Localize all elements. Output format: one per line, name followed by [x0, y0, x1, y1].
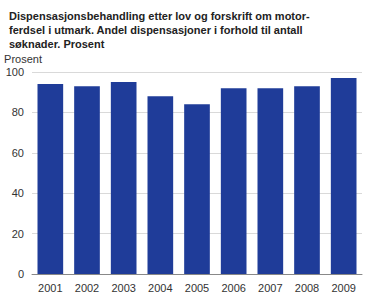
svg-text:Prosent: Prosent	[4, 53, 42, 65]
svg-text:2002: 2002	[75, 282, 99, 294]
svg-text:2005: 2005	[185, 282, 209, 294]
svg-text:60: 60	[12, 147, 24, 159]
svg-text:100: 100	[6, 66, 24, 78]
svg-text:40: 40	[12, 187, 24, 199]
svg-text:2001: 2001	[38, 282, 62, 294]
svg-text:2006: 2006	[221, 282, 245, 294]
svg-text:0: 0	[18, 268, 24, 280]
svg-text:Dispensasjonsbehandling etter: Dispensasjonsbehandling etter lov og for…	[9, 10, 310, 22]
svg-text:2009: 2009	[331, 282, 355, 294]
svg-text:søknader. Prosent: søknader. Prosent	[9, 38, 105, 50]
svg-text:20: 20	[12, 228, 24, 240]
svg-text:2008: 2008	[295, 282, 319, 294]
svg-text:ferdsel i utmark. Andel dispen: ferdsel i utmark. Andel dispensasjoner i…	[9, 24, 303, 36]
svg-text:80: 80	[12, 106, 24, 118]
svg-text:2004: 2004	[148, 282, 172, 294]
svg-text:2007: 2007	[258, 282, 282, 294]
svg-text:2003: 2003	[111, 282, 135, 294]
